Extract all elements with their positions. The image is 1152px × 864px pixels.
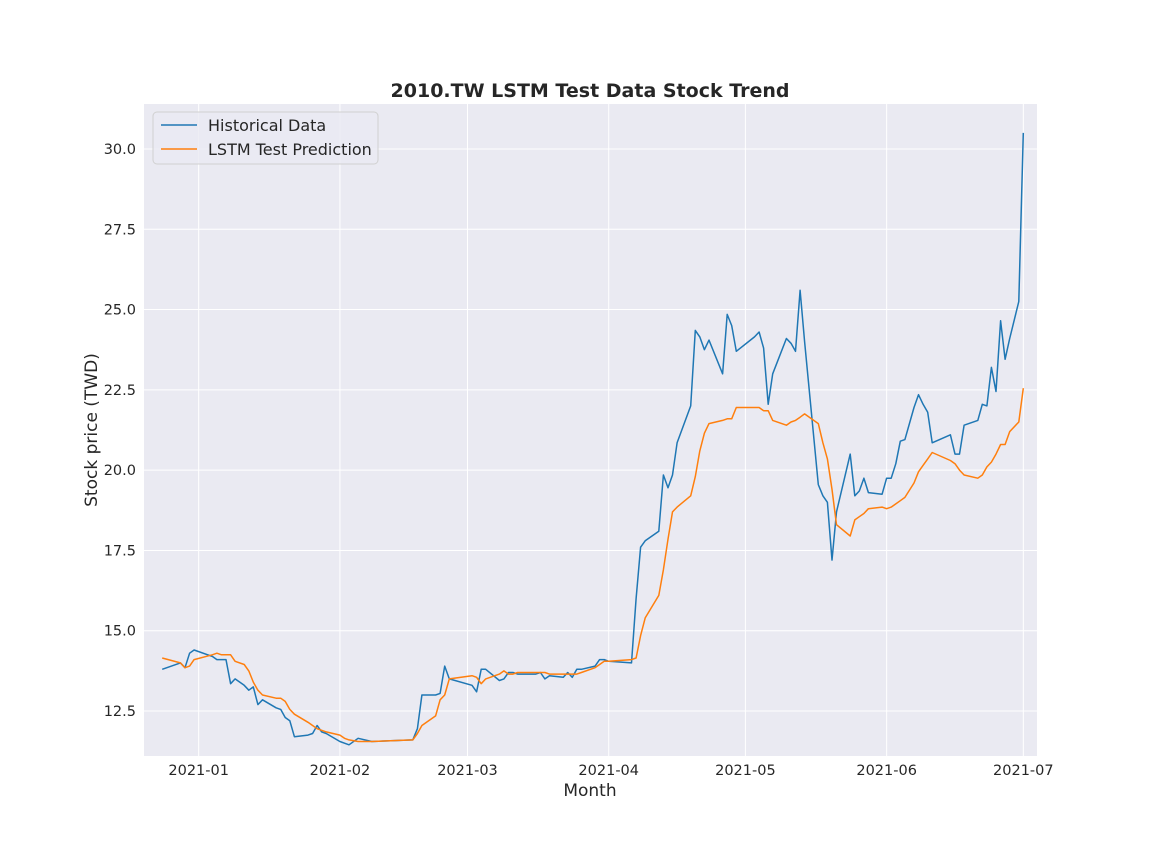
y-tick-label: 12.5 [104, 704, 136, 720]
y-tick-label: 25.0 [104, 303, 136, 319]
y-tick-label: 20.0 [104, 463, 136, 479]
chart-title: 2010.TW LSTM Test Data Stock Trend [391, 80, 790, 102]
legend-label-lstm-test-prediction: LSTM Test Prediction [208, 140, 372, 159]
x-tick-label: 2021-05 [715, 763, 776, 779]
legend-label-historical-data: Historical Data [208, 116, 326, 135]
y-tick-label: 27.5 [104, 222, 136, 238]
legend: Historical Data LSTM Test Prediction [152, 111, 379, 165]
series-line-lstm-test-prediction [162, 388, 1025, 743]
y-tick-label: 15.0 [104, 624, 136, 640]
y-tick-labels: 12.5 15.0 17.5 20.0 22.5 25.0 27.5 30.0 [104, 142, 136, 720]
x-tick-label: 2021-07 [993, 763, 1054, 779]
x-tick-label: 2021-03 [437, 763, 498, 779]
y-axis-label: Stock price (TWD) [82, 353, 102, 507]
x-tick-labels: 2021-01 2021-02 2021-03 2021-04 2021-05 2021-… [168, 763, 1053, 779]
y-tick-label: 30.0 [104, 142, 136, 158]
plot-area [144, 104, 1037, 756]
x-tick-label: 2021-06 [856, 763, 917, 779]
x-axis-label: Month [563, 781, 616, 801]
x-tick-label: 2021-02 [310, 763, 371, 779]
legend-box [152, 111, 379, 165]
y-tick-label: 22.5 [104, 383, 136, 399]
gridlines [144, 104, 1037, 756]
y-tick-label: 17.5 [104, 543, 136, 559]
series-layer [161, 132, 1025, 746]
x-tick-label: 2021-04 [578, 763, 639, 779]
series-line-historical-data [161, 132, 1025, 746]
x-tick-label: 2021-01 [168, 763, 229, 779]
